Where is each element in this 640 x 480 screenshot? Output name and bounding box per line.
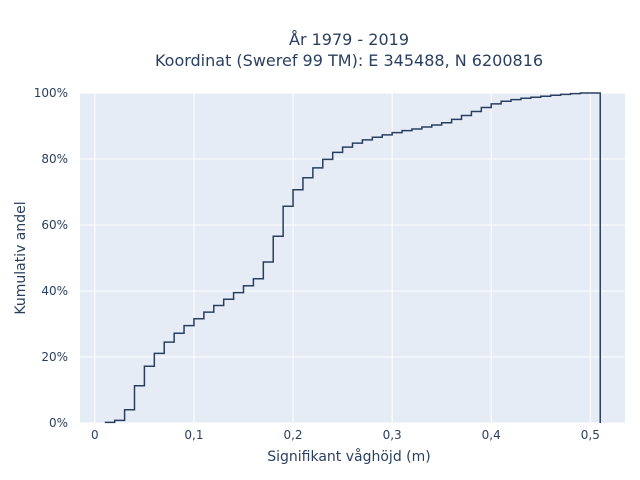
x-tick-label: 0,1 [184, 428, 203, 442]
series-line [104, 92, 601, 424]
y-tick-label: 60% [41, 218, 68, 232]
x-tick-label: 0,2 [283, 428, 302, 442]
y-axis-label: Kumulativ andel [13, 201, 29, 314]
x-axis-label: Signifikant våghöjd (m) [267, 448, 430, 465]
x-tick-label: 0,4 [482, 428, 501, 442]
x-tick-label: 0,5 [581, 428, 600, 442]
plot-background [80, 93, 625, 423]
y-tick-label: 40% [41, 284, 68, 298]
chart-title-line-1: År 1979 - 2019 [289, 30, 409, 49]
x-tick-label: 0 [91, 428, 99, 442]
y-tick-label: 80% [41, 152, 68, 166]
y-tick-label: 0% [49, 416, 68, 430]
grid-lines [80, 92, 625, 424]
chart-title-line-2: Koordinat (Sweref 99 TM): E 345488, N 62… [155, 51, 543, 70]
tick-labels: 0 0,1 0,2 0,3 0,4 0,5 0% 20% 40% 60% 80% 100% [34, 86, 600, 442]
y-tick-label: 20% [41, 350, 68, 364]
y-tick-label: 100% [34, 86, 68, 100]
x-tick-label: 0,3 [383, 428, 402, 442]
